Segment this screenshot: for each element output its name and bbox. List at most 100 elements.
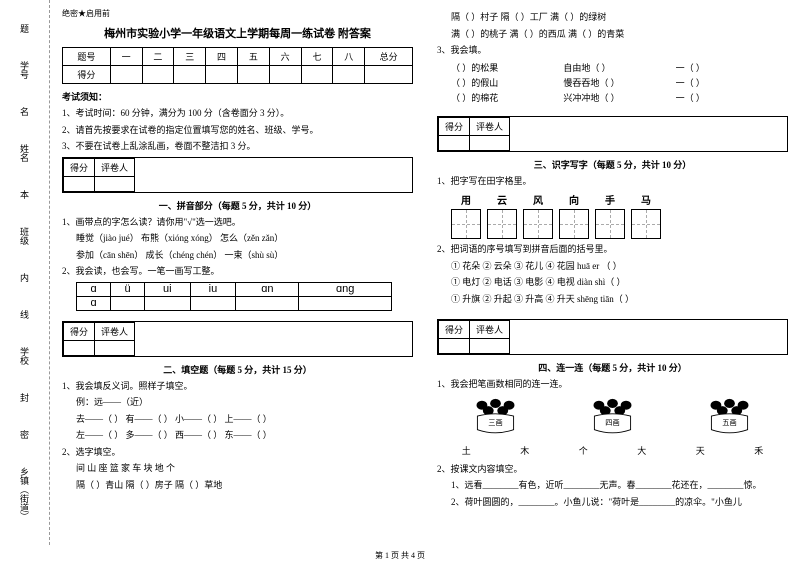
q: 3、我会填。 [437, 44, 788, 58]
char: 土 [462, 444, 471, 457]
td: 得分 [63, 66, 111, 84]
section-title: 一、拼音部分（每题 5 分，共计 10 分） [62, 199, 413, 212]
flower-icon: 五画 [702, 398, 757, 438]
right-column: 隔（ ）村子 隔（ ）工厂 满（ ）的绿树 满（ ）的桃子 满（ ）的西瓜 满（… [425, 0, 800, 545]
scorebox: 得分 评卷人 [437, 319, 788, 355]
side-label: 学号 [18, 61, 31, 79]
th: 一 [110, 48, 142, 66]
score-cell: 得分 [439, 117, 470, 135]
svg-text:三画: 三画 [488, 419, 502, 427]
th: 七 [301, 48, 333, 66]
cell: 一（ ） [676, 76, 788, 89]
th: 五 [237, 48, 269, 66]
side-mark: 本 [18, 190, 31, 199]
flower-icon: 四画 [585, 398, 640, 438]
binding-sidebar: 题 学号 名 姓名 本 班级 内 线 学校 封 密 乡镇（街道） [0, 0, 50, 545]
char: 云 [487, 192, 517, 207]
char: 用 [451, 192, 481, 207]
cell: ɑn [236, 282, 299, 296]
flower-row: 三画 四画 五画 [437, 398, 788, 438]
q: 1、我会把笔画数相同的连一连。 [437, 378, 788, 392]
q-line: 1、远看________有色，近听________无声。春________花还在… [437, 479, 788, 493]
tian-grid [487, 209, 517, 239]
side-mark: 封 [18, 393, 31, 402]
q-line: 2、荷叶圆圆的，________。小鱼儿说："荷叶是________的凉伞。"小… [437, 496, 788, 510]
char: 木 [520, 444, 529, 457]
char: 风 [523, 192, 553, 207]
th: 二 [142, 48, 174, 66]
char: 个 [579, 444, 588, 457]
side-label: 乡镇（街道） [18, 467, 31, 521]
th: 八 [333, 48, 365, 66]
notice: 1、考试时间：60 分钟，满分为 100 分（含卷面分 3 分）。 [62, 107, 413, 121]
q: 2、按课文内容填空。 [437, 463, 788, 477]
q-line: 隔（ ）村子 隔（ ）工厂 满（ ）的绿树 [437, 11, 788, 25]
q-line: ① 升旗 ② 升起 ③ 升高 ④ 升天 shēng tiān（ ） [437, 293, 788, 307]
q: 2、把词语的序号填写到拼音后面的括号里。 [437, 243, 788, 257]
example: 例：远——（近） [62, 396, 413, 410]
cell: 慢吞吞地（ ） [563, 76, 675, 89]
page-footer: 第 1 页 共 4 页 [0, 550, 800, 561]
q-line: 左——（ ） 多——（ ） 西——（ ） 东——（ ） [62, 429, 413, 443]
side-mark: 名 [18, 107, 31, 116]
svg-text:五画: 五画 [722, 419, 736, 427]
q-line: 隔（ ）青山 隔（ ）房子 隔（ ）草地 [62, 479, 413, 493]
fill-rows: （ ）的松果自由地（ ）一（ ） （ ）的假山慢吞吞地（ ）一（ ） （ ）的棉… [437, 61, 788, 104]
side-label: 题 [18, 24, 31, 33]
scorebox: 得分 评卷人 [62, 157, 413, 193]
notice-heading: 考试须知： [62, 90, 413, 103]
cell: 兴冲冲地（ ） [563, 91, 675, 104]
side-label: 内 [18, 273, 31, 282]
score-table: 题号 一 二 三 四 五 六 七 八 总分 得分 [62, 47, 413, 84]
score-cell: 得分 [64, 158, 95, 176]
tian-grid [523, 209, 553, 239]
letter-table: ɑ ü ui iu ɑn ɑng ɑ [76, 282, 392, 311]
scorebox: 得分 评卷人 [437, 116, 788, 152]
q: 1、把字写在田字格里。 [437, 175, 788, 189]
score-cell: 得分 [64, 322, 95, 340]
char-grid-row: 用 云 风 向 手 马 [451, 192, 788, 239]
section-title: 二、填空题（每题 5 分，共计 15 分） [62, 363, 413, 376]
cell: ɑng [299, 282, 391, 296]
th: 六 [269, 48, 301, 66]
grader-cell: 评卷人 [470, 321, 510, 339]
cell: （ ）的棉花 [451, 91, 563, 104]
side-label: 姓名 [18, 144, 31, 162]
tian-grid [631, 209, 661, 239]
flower-icon: 三画 [468, 398, 523, 438]
q-line: 去——（ ） 有——（ ） 小——（ ） 上——（ ） [62, 413, 413, 427]
q: 1、画带点的字怎么读？请你用"√"选一选吧。 [62, 216, 413, 230]
cell: ɑ [77, 282, 111, 296]
cell: ü [111, 282, 145, 296]
char: 马 [631, 192, 661, 207]
cell: 一（ ） [676, 91, 788, 104]
left-column: 绝密★启用前 梅州市实验小学一年级语文上学期每周一练试卷 附答案 题号 一 二 … [50, 0, 425, 545]
side-label: 班级 [18, 227, 31, 245]
q-line: 满（ ）的桃子 满（ ）的西瓜 满（ ）的青菜 [437, 28, 788, 42]
cell: （ ）的假山 [451, 76, 563, 89]
tian-grid [559, 209, 589, 239]
grader-cell: 评卷人 [470, 117, 510, 135]
tian-grid [595, 209, 625, 239]
exam-title: 梅州市实验小学一年级语文上学期每周一练试卷 附答案 [62, 25, 413, 41]
notice: 2、请首先按要求在试卷的指定位置填写您的姓名、班级、学号。 [62, 124, 413, 138]
q-line: ① 电灯 ② 电话 ③ 电影 ④ 电视 diàn shì（ ） [437, 276, 788, 290]
q-line: 睡觉（jiào jué） 布熊（xióng xóng） 怎么（zěn zǎn） [62, 232, 413, 246]
char: 向 [559, 192, 589, 207]
side-mark: 线 [18, 310, 31, 319]
grader-cell: 评卷人 [95, 158, 135, 176]
char-row: 土 木 个 大 天 禾 [437, 444, 788, 457]
q-line: 间 山 座 篮 家 车 块 地 个 [62, 462, 413, 476]
grader-cell: 评卷人 [95, 322, 135, 340]
q: 1、我会填反义词。照样子填空。 [62, 380, 413, 394]
section-title: 四、连一连（每题 5 分，共计 10 分） [437, 361, 788, 374]
char: 手 [595, 192, 625, 207]
th: 四 [206, 48, 238, 66]
section-title: 三、识字写字（每题 5 分，共计 10 分） [437, 158, 788, 171]
th: 三 [174, 48, 206, 66]
tian-grid [451, 209, 481, 239]
th: 题号 [63, 48, 111, 66]
char: 天 [696, 444, 705, 457]
exam-page: 题 学号 名 姓名 本 班级 内 线 学校 封 密 乡镇（街道） 绝密★启用前 … [0, 0, 800, 545]
char: 禾 [754, 444, 763, 457]
